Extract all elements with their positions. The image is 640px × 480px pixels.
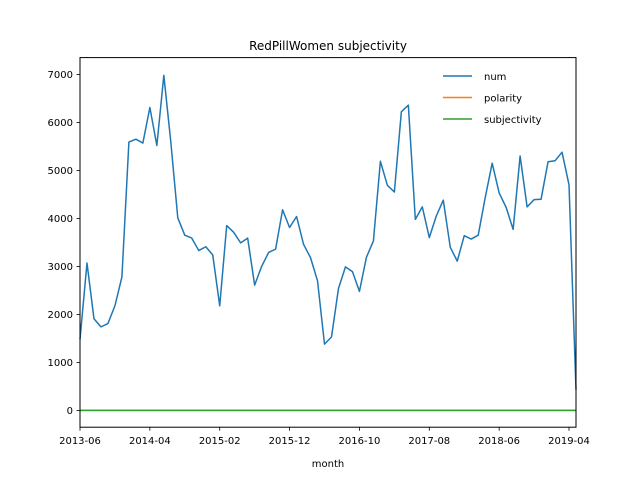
y-axis: 0 1000 2000 3000 4000 5000 6000 7000 bbox=[48, 70, 80, 417]
x-tick-label: 2017-08 bbox=[408, 436, 450, 447]
y-tick-label: 7000 bbox=[48, 70, 73, 81]
y-tick-label: 3000 bbox=[48, 262, 73, 273]
x-axis: 2013-06 2014-04 2015-02 2015-12 2016-10 2017-… bbox=[59, 427, 590, 447]
x-tick-label: 2016-10 bbox=[339, 436, 381, 447]
y-tick-label: 4000 bbox=[48, 214, 73, 225]
y-tick-label: 5000 bbox=[48, 166, 73, 177]
x-tick-label: 2015-12 bbox=[269, 436, 311, 447]
chart-title: RedPillWomen subjectivity bbox=[249, 39, 407, 53]
y-tick-label: 6000 bbox=[48, 118, 73, 129]
series-layer bbox=[79, 74, 577, 412]
y-tick-label: 2000 bbox=[48, 310, 73, 321]
legend-label-subjectivity: subjectivity bbox=[484, 115, 542, 126]
plot-area-frame bbox=[79, 57, 577, 428]
x-axis-label: month bbox=[312, 459, 344, 470]
x-tick-label: 2013-06 bbox=[59, 436, 101, 447]
x-tick-label: 2018-06 bbox=[478, 436, 520, 447]
legend: num polarity subjectivity bbox=[443, 72, 542, 126]
y-tick-label: 0 bbox=[67, 406, 73, 417]
legend-label-polarity: polarity bbox=[484, 94, 522, 105]
x-tick-label: 2015-02 bbox=[199, 436, 241, 447]
x-tick-label: 2014-04 bbox=[129, 436, 171, 447]
x-tick-label: 2019-04 bbox=[548, 436, 590, 447]
legend-label-num: num bbox=[484, 72, 506, 83]
y-tick-label: 1000 bbox=[48, 358, 73, 369]
series-line-num bbox=[79, 74, 577, 390]
